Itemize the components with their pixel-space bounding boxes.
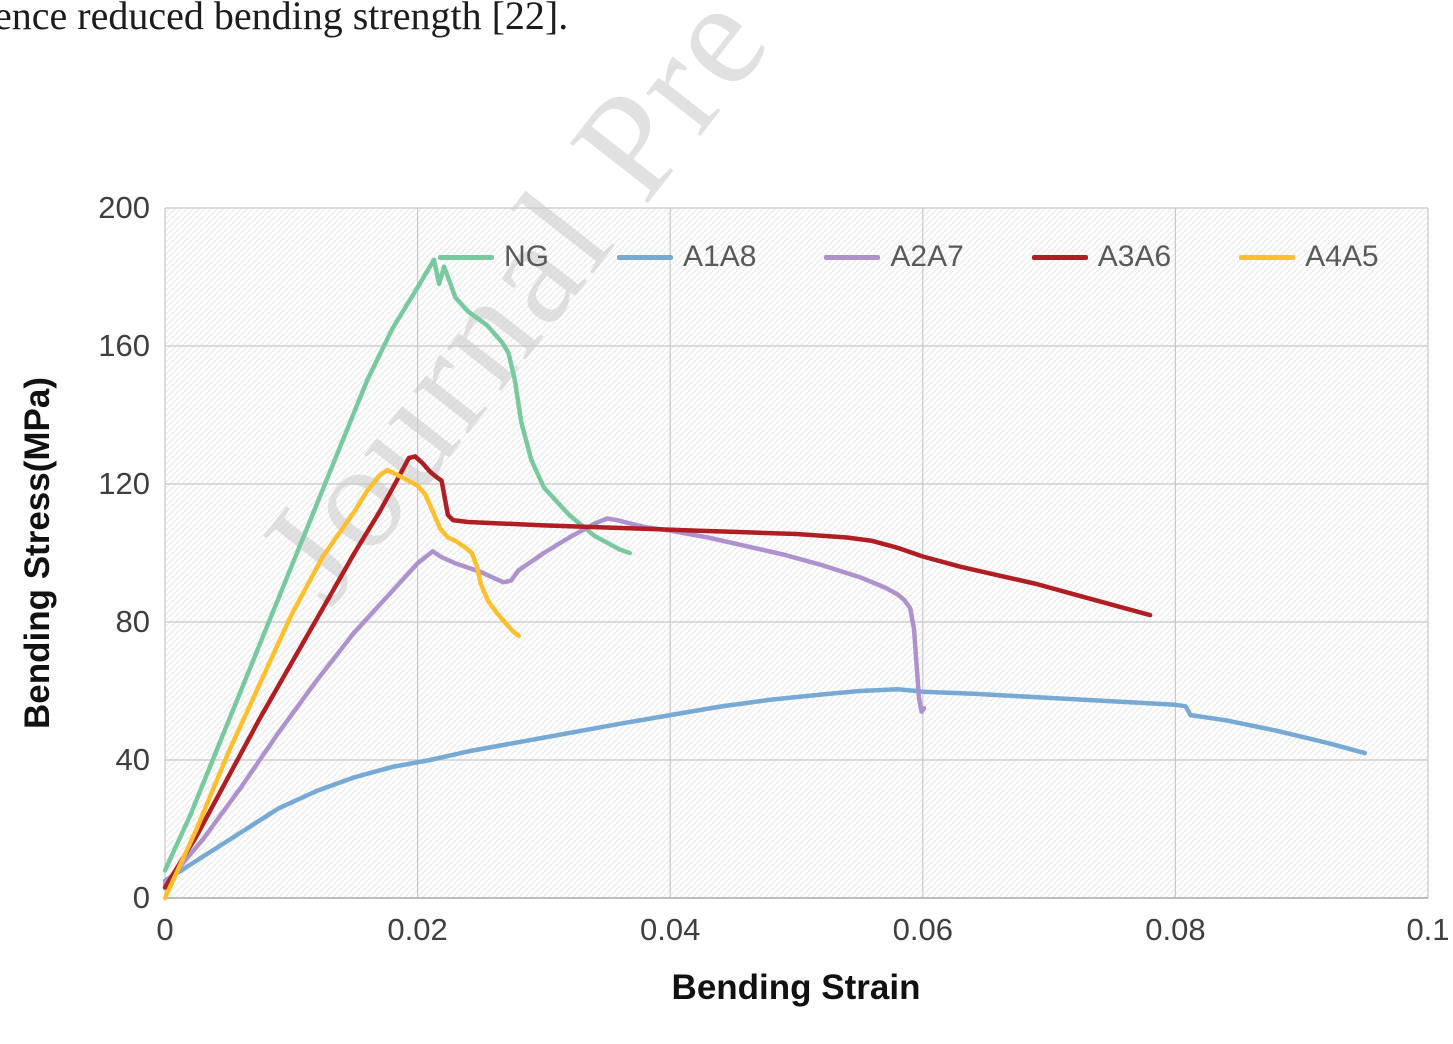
legend-swatch: [1031, 254, 1088, 260]
legend-label: A1A8: [683, 240, 757, 273]
series-line-A4A5: [162, 467, 521, 901]
legend-item-A4A5: A4A5: [1239, 240, 1379, 274]
series-line-NG: [162, 257, 633, 873]
series-line-A3A6: [162, 454, 1153, 890]
legend-item-NG: NG: [438, 240, 549, 274]
plot-area-hatch: [165, 208, 1428, 898]
legend-label: A2A7: [890, 240, 964, 273]
series-line-A1A8: [162, 687, 1368, 884]
legend-swatch: [438, 254, 494, 260]
legend-swatch: [617, 254, 673, 260]
chart-legend: NG A1A8 A2A7 A3A6 A4A5: [438, 240, 1379, 274]
series-line-A2A7: [162, 516, 927, 887]
legend-label: NG: [504, 240, 549, 273]
legend-label: A3A6: [1097, 240, 1172, 273]
legend-swatch: [824, 254, 881, 260]
legend-item-A1A8: A1A8: [617, 240, 756, 274]
legend-swatch: [1239, 254, 1296, 260]
legend-item-A2A7: A2A7: [824, 240, 964, 274]
document-body-text: ence reduced bending strength [22].: [0, 0, 569, 38]
legend-item-A3A6: A3A6: [1031, 240, 1172, 274]
legend-label: A4A5: [1305, 240, 1379, 273]
